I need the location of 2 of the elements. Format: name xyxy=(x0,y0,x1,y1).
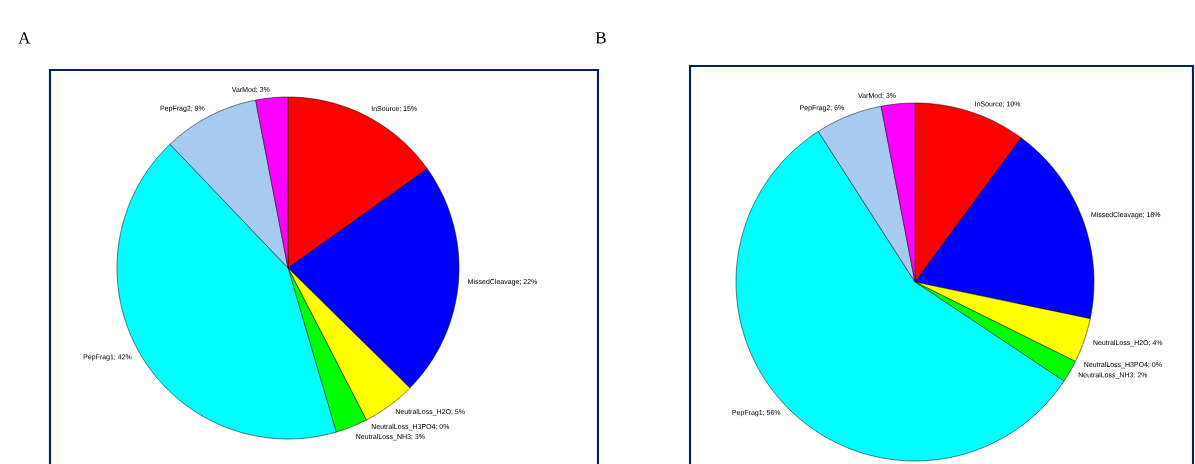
chart-title: A xyxy=(18,32,31,44)
chart-title: B xyxy=(595,32,606,44)
